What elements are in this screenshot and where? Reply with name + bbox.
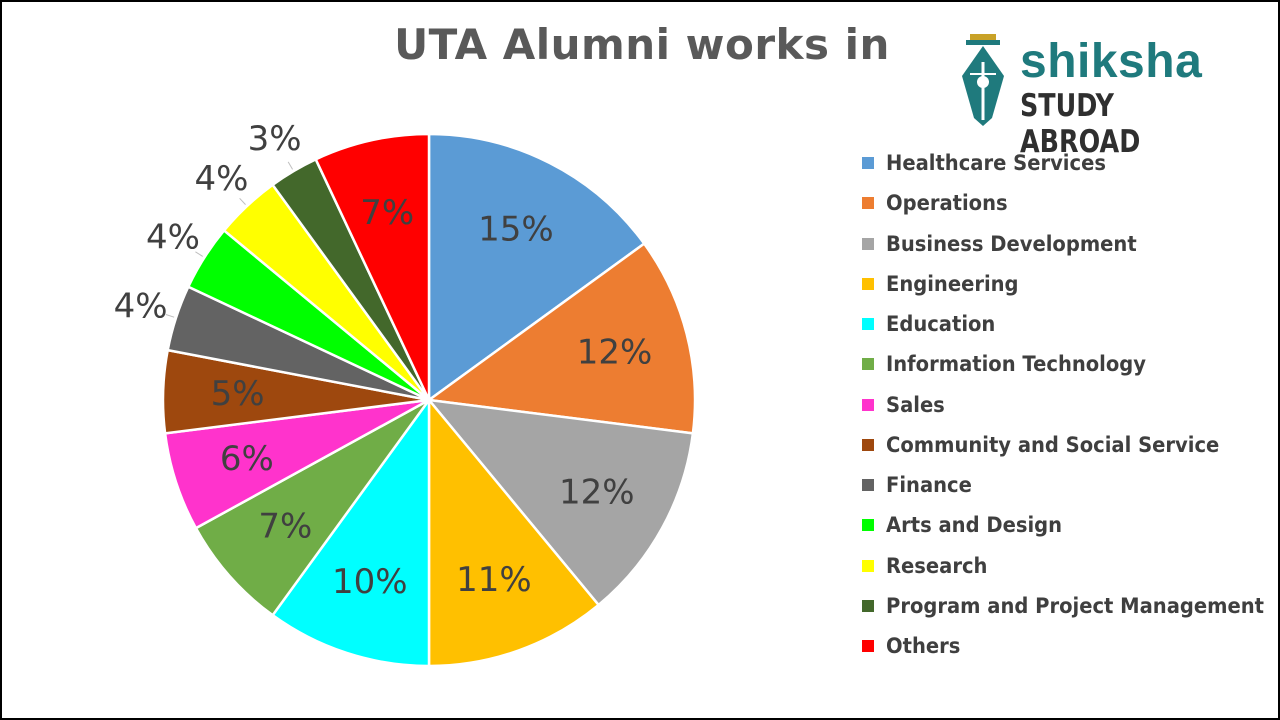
pie-slice-operations — [425, 241, 697, 435]
legend-label: Education — [886, 312, 996, 337]
data-label: 4% — [114, 286, 168, 326]
pie-chart: 15%12%12%11%10%7%6%5%4%4%4%3%7% — [114, 119, 697, 668]
legend-swatch — [862, 358, 874, 371]
legend-item: Operations — [862, 183, 1280, 223]
data-label: 7% — [258, 507, 312, 547]
leader-line — [287, 161, 294, 170]
chart-title: UTA Alumni works in — [394, 20, 890, 69]
legend-swatch — [862, 559, 874, 572]
legend-item: Healthcare Services — [862, 143, 1280, 183]
pie-slice-business-development — [426, 398, 695, 607]
legend-item: Arts and Design — [862, 505, 1280, 545]
chart-legend: Healthcare Services Operations Business De… — [862, 143, 1280, 666]
legend-item: Research — [862, 546, 1280, 586]
data-label: 7% — [360, 193, 414, 233]
legend-swatch — [862, 438, 874, 451]
legend-swatch — [862, 157, 874, 170]
legend-item: Sales — [862, 385, 1280, 425]
data-label: 11% — [456, 560, 532, 600]
legend-item: Finance — [862, 465, 1280, 505]
legend-item: Education — [862, 304, 1280, 344]
legend-swatch — [862, 599, 874, 612]
legend-item: Others — [862, 626, 1280, 666]
shiksha-logo: shiksha STUDY ABROAD — [952, 28, 1252, 160]
legend-item: Engineering — [862, 264, 1280, 304]
data-label: 12% — [559, 472, 635, 512]
legend-item: Information Technology — [862, 344, 1280, 384]
leader-line — [195, 251, 203, 257]
data-label: 5% — [211, 374, 265, 414]
pie-slice-education — [270, 396, 431, 668]
legend-swatch — [862, 318, 874, 331]
pie-slice-information-technology — [194, 398, 431, 617]
data-label: 10% — [332, 562, 408, 602]
data-label: 4% — [194, 159, 248, 199]
legend-swatch — [862, 277, 874, 290]
legend-swatch — [862, 640, 874, 653]
data-label: 4% — [146, 218, 200, 258]
pie-slice-engineering — [427, 396, 601, 668]
legend-swatch — [862, 479, 874, 492]
data-label: 12% — [577, 332, 653, 372]
legend-label: Sales — [886, 392, 945, 417]
legend-swatch — [862, 197, 874, 210]
leader-line — [239, 197, 246, 205]
legend-label: Operations — [886, 191, 1008, 216]
legend-label: Program and Project Management — [886, 593, 1264, 618]
legend-swatch — [862, 398, 874, 411]
legend-label: Arts and Design — [886, 513, 1063, 538]
pen-nib-icon — [962, 34, 1004, 126]
data-label: 15% — [478, 209, 554, 249]
legend-swatch — [862, 237, 874, 250]
data-label: 3% — [248, 119, 302, 159]
legend-label: Healthcare Services — [886, 151, 1106, 176]
legend-item: Business Development — [862, 224, 1280, 264]
leader-line — [165, 314, 175, 318]
legend-item: Community and Social Service — [862, 425, 1280, 465]
legend-label: Business Development — [886, 231, 1137, 256]
pie-slice-healthcare-services — [427, 132, 646, 403]
legend-label: Finance — [886, 473, 972, 498]
legend-item: Program and Project Management — [862, 586, 1280, 626]
data-label: 6% — [220, 439, 274, 479]
legend-label: Engineering — [886, 271, 1019, 296]
legend-label: Community and Social Service — [886, 432, 1220, 457]
legend-label: Information Technology — [886, 352, 1146, 377]
legend-swatch — [862, 519, 874, 532]
logo-brand-text: shiksha — [1020, 35, 1203, 88]
logo-tagline-text: STUDY ABROAD — [1020, 88, 1141, 160]
pie-slice-others — [314, 132, 431, 401]
legend-label: Others — [886, 634, 961, 659]
legend-label: Research — [886, 553, 988, 578]
